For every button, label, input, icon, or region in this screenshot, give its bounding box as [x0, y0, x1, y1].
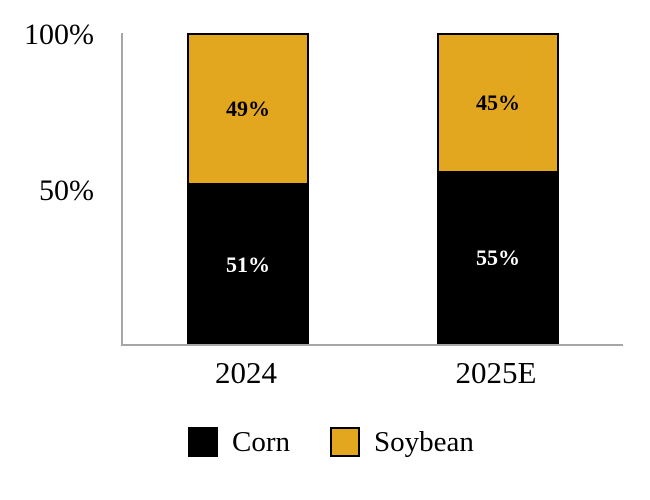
bar-segment-soybean-2024: 49% [187, 33, 309, 186]
bar-segment-corn-2024: 51% [187, 185, 309, 344]
soybean-swatch-icon [330, 427, 360, 457]
corn-swatch-icon [188, 427, 218, 457]
bar-value-label: 49% [226, 96, 270, 122]
x-category-label-2024: 2024 [215, 355, 277, 390]
bar-value-label: 45% [476, 89, 520, 115]
y-tick-label-100: 100% [24, 18, 94, 51]
legend-item-corn: Corn [188, 427, 290, 457]
bar-segment-soybean-2025e: 45% [437, 33, 559, 173]
plot-area: 51% 49% 55% 45% [121, 33, 623, 346]
legend-label-corn: Corn [232, 426, 290, 458]
bar-segment-corn-2025e: 55% [437, 172, 559, 344]
legend: Corn Soybean [188, 427, 474, 457]
bar-value-label: 55% [476, 245, 520, 271]
x-category-label-2025e: 2025E [455, 355, 537, 390]
y-tick-label-50: 50% [39, 173, 94, 207]
bar-value-label: 51% [226, 251, 270, 277]
legend-label-soybean: Soybean [374, 426, 474, 458]
legend-item-soybean: Soybean [330, 427, 474, 457]
